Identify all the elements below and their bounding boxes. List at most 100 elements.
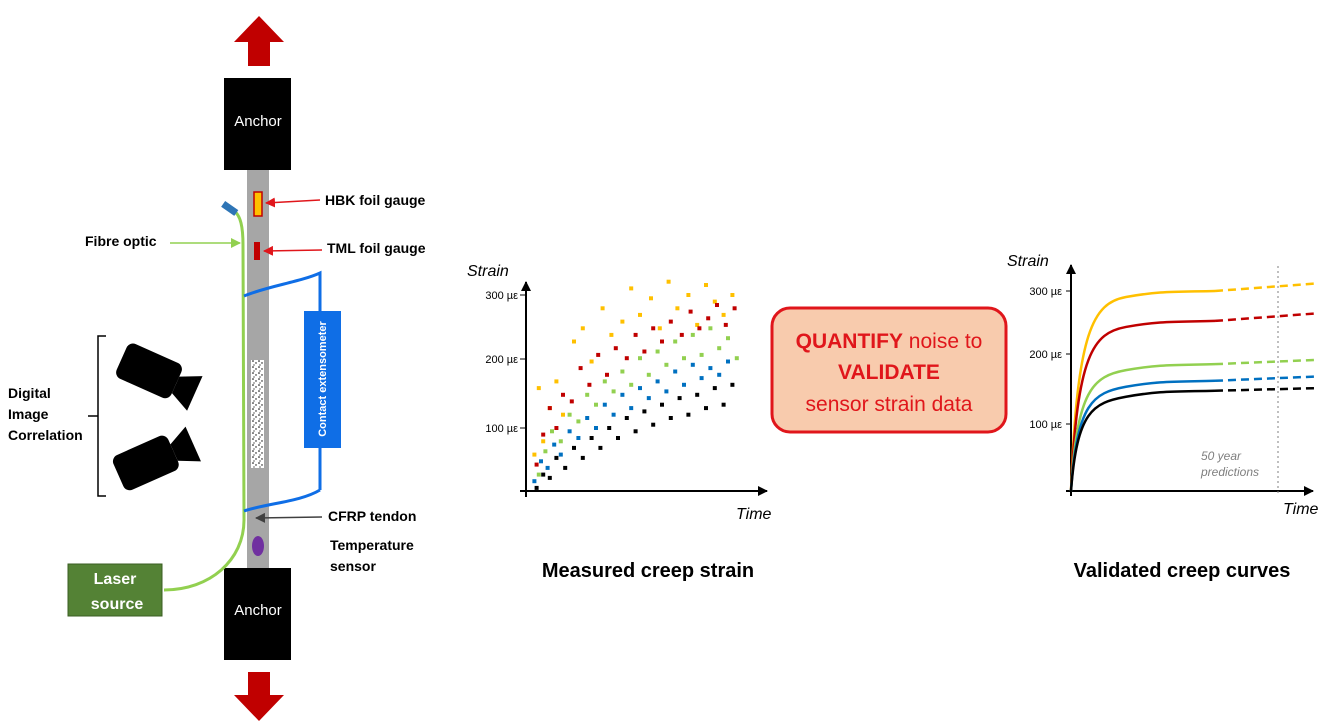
- tml-gauge-icon: [254, 242, 260, 260]
- data-point: [585, 416, 590, 420]
- data-point: [655, 349, 660, 354]
- hbk-gauge-icon: [253, 191, 263, 217]
- data-point: [536, 472, 541, 477]
- creep-curve: [1069, 319, 1216, 492]
- data-point: [712, 299, 717, 304]
- data-point: [704, 406, 708, 411]
- data-point: [594, 402, 598, 407]
- anchor-top: [224, 78, 291, 170]
- data-point: [561, 392, 565, 397]
- tick-label: 100 µε: [1029, 419, 1062, 431]
- dic-bracket: [88, 335, 106, 497]
- data-point: [567, 412, 572, 417]
- data-point: [682, 382, 686, 387]
- tick-300: 300 µε: [1029, 286, 1071, 298]
- data-point: [613, 346, 618, 351]
- data-point: [602, 379, 607, 384]
- data-point: [545, 465, 550, 470]
- data-point: [664, 389, 669, 394]
- data-point: [660, 402, 664, 407]
- prediction-note-1: 50 year: [1201, 449, 1242, 463]
- data-point: [541, 439, 546, 444]
- cfrp-label: CFRP tendon: [328, 508, 416, 524]
- chart-caption: Validated creep curves: [1074, 560, 1291, 582]
- tml-pointer: [263, 245, 323, 256]
- anchor-bottom: [224, 568, 291, 660]
- dic-label-1: Digital: [8, 385, 51, 401]
- data-point: [668, 416, 673, 420]
- contact-extensometer: [304, 311, 341, 448]
- data-point: [620, 392, 625, 397]
- data-point: [611, 389, 616, 394]
- data-point: [699, 352, 704, 357]
- data-point: [536, 386, 541, 391]
- data-point: [726, 336, 730, 341]
- tick-label: 200 µε: [485, 354, 518, 366]
- tick-200: 200 µε: [485, 354, 526, 366]
- data-point: [642, 409, 647, 414]
- laser-source: [67, 563, 163, 617]
- data-point: [629, 286, 634, 291]
- data-point: [655, 379, 660, 384]
- callout-line-2: VALIDATE: [838, 361, 940, 384]
- data-point: [699, 376, 704, 381]
- data-point: [642, 349, 647, 354]
- data-point: [690, 362, 695, 367]
- data-point: [646, 372, 651, 377]
- data-point: [708, 366, 713, 371]
- data-point: [657, 326, 662, 331]
- chart-caption: Measured creep strain: [542, 560, 754, 582]
- data-point: [563, 465, 568, 470]
- data-point: [646, 396, 651, 401]
- dic-speckle-pattern: [251, 360, 264, 468]
- data-point: [620, 369, 625, 374]
- data-point: [569, 399, 574, 404]
- data-point: [554, 379, 559, 384]
- data-point: [686, 293, 691, 297]
- cfrp-pointer: [255, 512, 323, 523]
- data-point: [666, 279, 671, 284]
- data-point: [600, 306, 605, 311]
- data-point: [734, 356, 739, 361]
- data-point: [633, 429, 638, 434]
- data-point: [629, 382, 634, 387]
- data-point: [690, 332, 695, 337]
- test-rig: Anchor Anchor Contact extensometer Laser…: [8, 16, 426, 721]
- data-point: [673, 339, 678, 344]
- data-point: [721, 312, 726, 317]
- data-point: [594, 426, 598, 430]
- data-point: [607, 426, 612, 430]
- data-point: [629, 406, 634, 411]
- data-point: [572, 339, 576, 344]
- fibre-label: Fibre optic: [85, 233, 157, 249]
- tick-300: 300 µε: [485, 290, 526, 302]
- data-point: [633, 332, 638, 337]
- data-point: [726, 359, 730, 364]
- dic-label-3: Correlation: [8, 427, 83, 443]
- data-point: [697, 326, 702, 331]
- data-point: [620, 319, 625, 324]
- data-point: [534, 485, 539, 490]
- data-point: [554, 455, 559, 460]
- tick-label: 300 µε: [485, 290, 518, 302]
- laser-source-label-1: Laser: [94, 571, 137, 588]
- prediction-curve: [1214, 358, 1319, 366]
- data-point: [598, 445, 603, 450]
- data-point: [589, 436, 594, 440]
- temperature-sensor-icon: [252, 536, 264, 556]
- data-point: [624, 416, 629, 420]
- contact-extensometer-label: Contact extensometer: [317, 321, 329, 437]
- callout-box: [770, 306, 1008, 434]
- data-point: [547, 406, 552, 411]
- data-point: [602, 402, 607, 407]
- data-point: [550, 429, 554, 434]
- fibre-optic-cable: [163, 208, 246, 592]
- data-point: [585, 392, 590, 397]
- data-point: [660, 339, 664, 344]
- anchor-top-label: Anchor: [234, 113, 282, 130]
- data-point: [677, 396, 682, 401]
- data-point: [534, 462, 539, 467]
- data-point: [651, 422, 656, 427]
- extensometer-top-arm: [243, 270, 322, 490]
- x-axis-title: Time: [1283, 501, 1319, 518]
